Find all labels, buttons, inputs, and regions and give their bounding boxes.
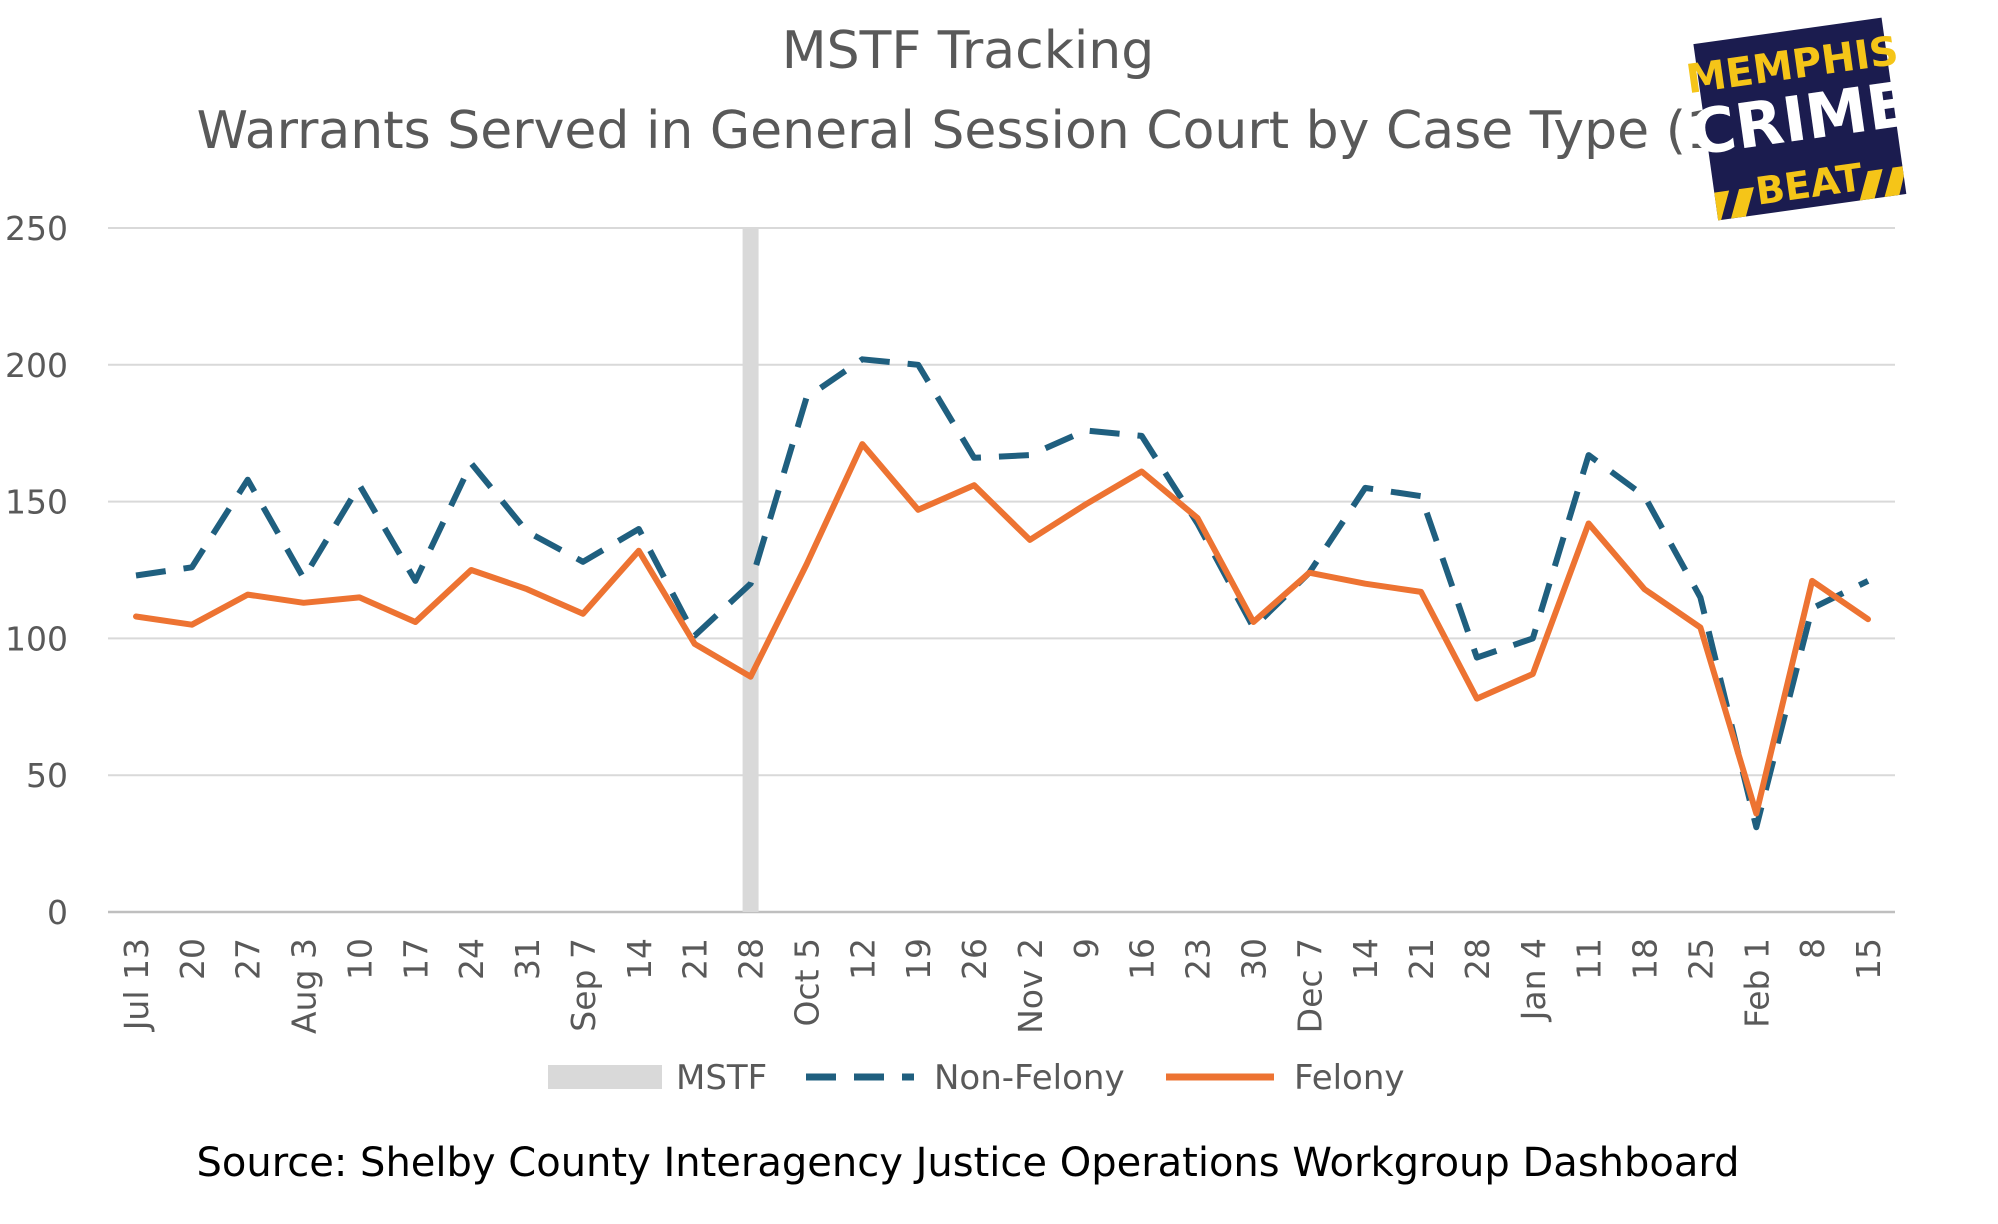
legend-swatch-mstf (548, 1065, 662, 1089)
x-tick-label: 25 (1681, 938, 1720, 980)
source-note: Source: Shelby County Interagency Justic… (196, 1140, 1739, 1186)
x-tick-label: 21 (676, 938, 715, 980)
x-tick-label: 21 (1402, 938, 1441, 980)
x-tick-label: 17 (396, 938, 435, 980)
x-tick-label: 8 (1793, 938, 1832, 959)
x-tick-label: 24 (452, 938, 491, 980)
x-tick-label: 28 (1458, 938, 1497, 980)
mstf-marker-bar (742, 228, 759, 912)
x-tick-label: 28 (732, 938, 771, 980)
x-tick-label: 9 (1067, 938, 1106, 959)
x-tick-label: 19 (899, 938, 938, 980)
x-tick-label: 23 (1179, 938, 1218, 980)
x-tick-label: 14 (1346, 938, 1385, 980)
x-tick-label: 26 (955, 938, 994, 980)
x-tick-label: Feb 1 (1737, 938, 1776, 1028)
x-tick-label: 18 (1626, 938, 1665, 980)
chart-subtitle: Warrants Served in General Session Court… (197, 101, 1740, 161)
memphis-crime-beat-logo: MEMPHIS CRIME BEAT (1683, 17, 1914, 221)
series-line-non-felony (135, 356, 1870, 831)
legend-label-felony: Felony (1294, 1058, 1405, 1098)
series-layer (133, 356, 1871, 831)
chart-title: MSTF Tracking (782, 21, 1155, 81)
x-tick-label: 11 (1570, 938, 1609, 980)
y-tick-label: 50 (26, 756, 68, 795)
mstf-marker-layer (742, 228, 759, 912)
x-tick-label: Oct 5 (787, 938, 826, 1027)
x-tick-label: 15 (1849, 938, 1888, 980)
y-tick-label: 200 (5, 346, 68, 385)
legend-label-non-felony: Non-Felony (934, 1058, 1125, 1098)
x-tick-label: 10 (340, 938, 379, 980)
x-tick-label: 16 (1123, 938, 1162, 980)
x-tick-label: Aug 3 (285, 938, 324, 1034)
x-tick-label: Jul 13 (117, 938, 156, 1032)
logo-stripes (1714, 166, 1904, 221)
x-tick-label: Sep 7 (564, 938, 603, 1032)
legend: MSTF Non-Felony Felony (548, 1058, 1405, 1098)
x-tick-label: 12 (843, 938, 882, 980)
x-axis-ticks: Jul 13 20 27 Aug 3 10 17 24 31 Sep 7 14 21 28 Oct 5 1… (117, 938, 1888, 1034)
x-tick-label: Dec 7 (1290, 938, 1329, 1033)
x-tick-label: 20 (173, 938, 212, 980)
x-tick-label: 27 (229, 938, 268, 980)
x-tick-label: Jan 4 (1514, 938, 1553, 1022)
gridlines (108, 227, 1895, 914)
logo-background (1693, 17, 1907, 221)
y-tick-label: 100 (5, 619, 68, 658)
y-axis-ticks: 0 50 100 150 200 250 (5, 209, 68, 932)
x-tick-label: 30 (1234, 938, 1273, 980)
x-tick-label: 31 (508, 938, 547, 980)
y-tick-label: 150 (5, 483, 68, 522)
series-line-felony (133, 441, 1871, 817)
x-tick-label: Nov 2 (1011, 938, 1050, 1034)
y-tick-label: 0 (47, 893, 68, 932)
y-tick-label: 250 (5, 209, 68, 248)
legend-label-mstf: MSTF (676, 1058, 767, 1098)
x-tick-label: 14 (620, 938, 659, 980)
